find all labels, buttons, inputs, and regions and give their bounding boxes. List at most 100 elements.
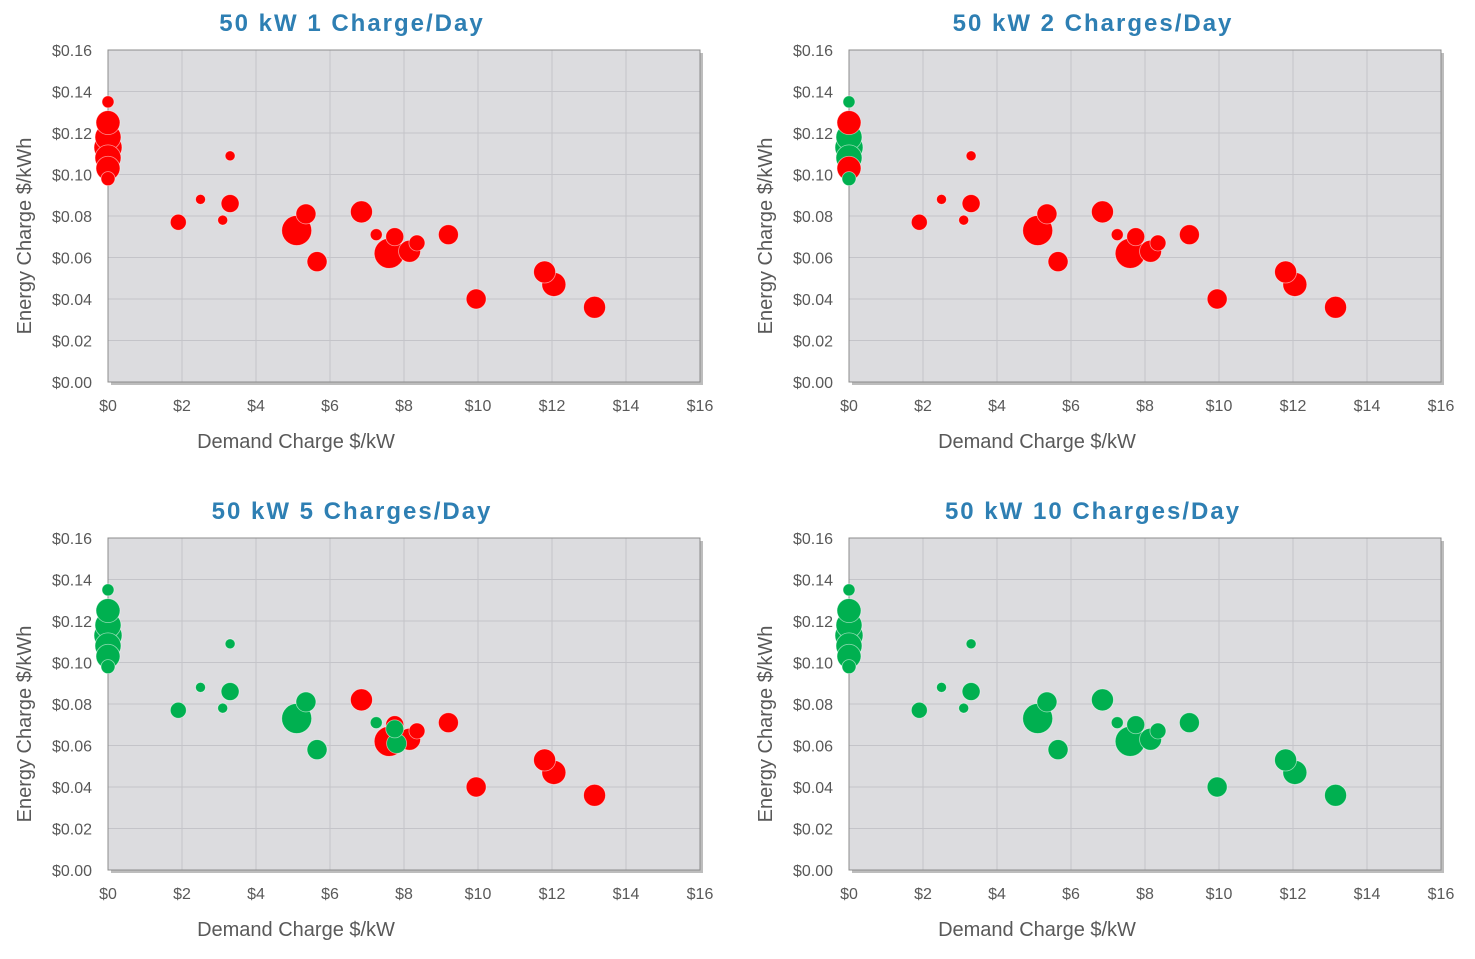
y-tick-label: $0.04: [52, 292, 92, 309]
scatter-chart: 50 kW 5 Charges/Day $0.00 $0.02 $0.04 $0.06 $…: [14, 498, 713, 941]
data-point: [841, 659, 857, 675]
y-tick-label: $0.10: [793, 168, 833, 185]
data-point: [295, 691, 317, 713]
y-tick-label: $0.08: [793, 697, 833, 714]
x-tick-label: $10: [1206, 886, 1233, 903]
y-tick-label: $0.12: [52, 126, 92, 143]
scatter-chart: 50 kW 1 Charge/Day $0.00 $0.02 $0.04 $0.06 $0…: [14, 10, 714, 453]
data-point: [961, 682, 981, 701]
y-tick-label: $0.06: [52, 251, 92, 268]
y-tick-label: $0.08: [52, 209, 92, 226]
x-tick-label: $8: [395, 886, 413, 903]
data-point: [195, 193, 206, 205]
x-tick-label: $6: [321, 398, 339, 415]
y-tick-label: $0.02: [52, 334, 92, 351]
x-tick-label: $16: [1428, 398, 1455, 415]
data-point: [1047, 739, 1069, 761]
y-tick-label: $0.04: [52, 780, 92, 797]
data-point: [1110, 716, 1124, 730]
data-point: [101, 583, 115, 597]
data-point: [350, 200, 373, 224]
y-tick-label: $0.14: [52, 573, 92, 590]
y-tick-label: $0.06: [52, 739, 92, 756]
data-point: [369, 228, 383, 242]
x-tick-label: $14: [613, 398, 640, 415]
data-point: [437, 712, 459, 734]
data-point: [910, 701, 928, 719]
y-axis-label: Energy Charge $/kWh: [755, 138, 777, 335]
y-tick-label: $0.16: [793, 43, 833, 60]
data-point: [910, 213, 928, 231]
data-point: [1126, 715, 1146, 735]
y-tick-label: $0.16: [52, 531, 92, 548]
chart-title: 50 kW 2 Charges/Day: [953, 10, 1234, 37]
y-tick-label: $0.16: [793, 531, 833, 548]
x-axis-label: Demand Charge $/kW: [938, 919, 1136, 941]
y-tick-label: $0.08: [52, 697, 92, 714]
data-point: [533, 260, 556, 284]
y-tick-label: $0.10: [793, 656, 833, 673]
x-axis-label: Demand Charge $/kW: [197, 431, 395, 453]
y-tick-label: $0.14: [793, 573, 833, 590]
y-tick-label: $0.14: [793, 85, 833, 102]
data-point: [220, 194, 240, 213]
y-tick-label: $0.12: [793, 614, 833, 631]
data-point: [195, 681, 206, 693]
data-point: [1274, 260, 1297, 284]
x-tick-label: $14: [1354, 398, 1381, 415]
x-tick-label: $6: [1062, 886, 1080, 903]
data-point: [583, 295, 606, 319]
data-point: [965, 638, 977, 650]
x-tick-label: $6: [1062, 398, 1080, 415]
x-tick-label: $10: [1206, 398, 1233, 415]
x-tick-label: $12: [539, 886, 566, 903]
x-axis-label: Demand Charge $/kW: [197, 919, 395, 941]
x-axis-label: Demand Charge $/kW: [938, 431, 1136, 453]
x-tick-label: $8: [1136, 886, 1154, 903]
data-point: [101, 95, 115, 109]
data-point: [1149, 722, 1167, 740]
y-tick-label: $0.10: [52, 656, 92, 673]
data-point: [220, 682, 240, 701]
x-tick-label: $2: [173, 398, 191, 415]
data-point: [437, 224, 459, 246]
x-tick-label: $6: [321, 886, 339, 903]
chart-panel-3: 50 kW 5 Charges/Day $0.00 $0.02 $0.04 $0.06 $…: [0, 488, 740, 959]
x-tick-label: $2: [173, 886, 191, 903]
y-tick-label: $0.04: [793, 292, 833, 309]
scatter-chart: 50 kW 2 Charges/Day $0.00 $0.02 $0.04 $0.06 $…: [755, 10, 1455, 453]
data-point: [95, 598, 121, 624]
x-tick-label: $12: [1280, 886, 1307, 903]
x-tick-label: $2: [914, 886, 932, 903]
data-point: [836, 110, 862, 136]
scatter-chart: 50 kW 10 Charges/Day $0.00 $0.02 $0.04 $0.06…: [755, 498, 1454, 941]
data-point: [1274, 748, 1297, 772]
data-point: [1126, 227, 1146, 247]
data-point: [306, 739, 328, 761]
y-axis-label: Energy Charge $/kWh: [755, 626, 777, 823]
data-point: [936, 193, 947, 205]
chart-title: 50 kW 5 Charges/Day: [212, 498, 493, 525]
x-tick-label: $14: [613, 886, 640, 903]
data-point: [1206, 288, 1228, 310]
data-point: [842, 95, 856, 109]
data-point: [100, 659, 116, 675]
chart-title: 50 kW 1 Charge/Day: [219, 10, 484, 37]
data-point: [217, 702, 229, 714]
data-point: [465, 776, 487, 798]
data-point: [217, 214, 229, 226]
y-tick-label: $0.00: [793, 375, 833, 392]
x-tick-label: $16: [687, 398, 714, 415]
plot-border: [848, 537, 1442, 871]
data-point: [100, 171, 116, 187]
data-point: [169, 701, 187, 719]
data-point: [385, 227, 405, 247]
data-point: [836, 598, 862, 624]
x-tick-label: $4: [988, 886, 1006, 903]
data-point: [408, 234, 426, 252]
data-point: [965, 150, 977, 162]
y-tick-label: $0.12: [52, 614, 92, 631]
chart-panel-2: 50 kW 2 Charges/Day $0.00 $0.02 $0.04 $0.06 $…: [741, 0, 1475, 471]
chart-panel-1: 50 kW 1 Charge/Day $0.00 $0.02 $0.04 $0.06 $0…: [0, 0, 740, 471]
data-point: [1036, 203, 1058, 225]
